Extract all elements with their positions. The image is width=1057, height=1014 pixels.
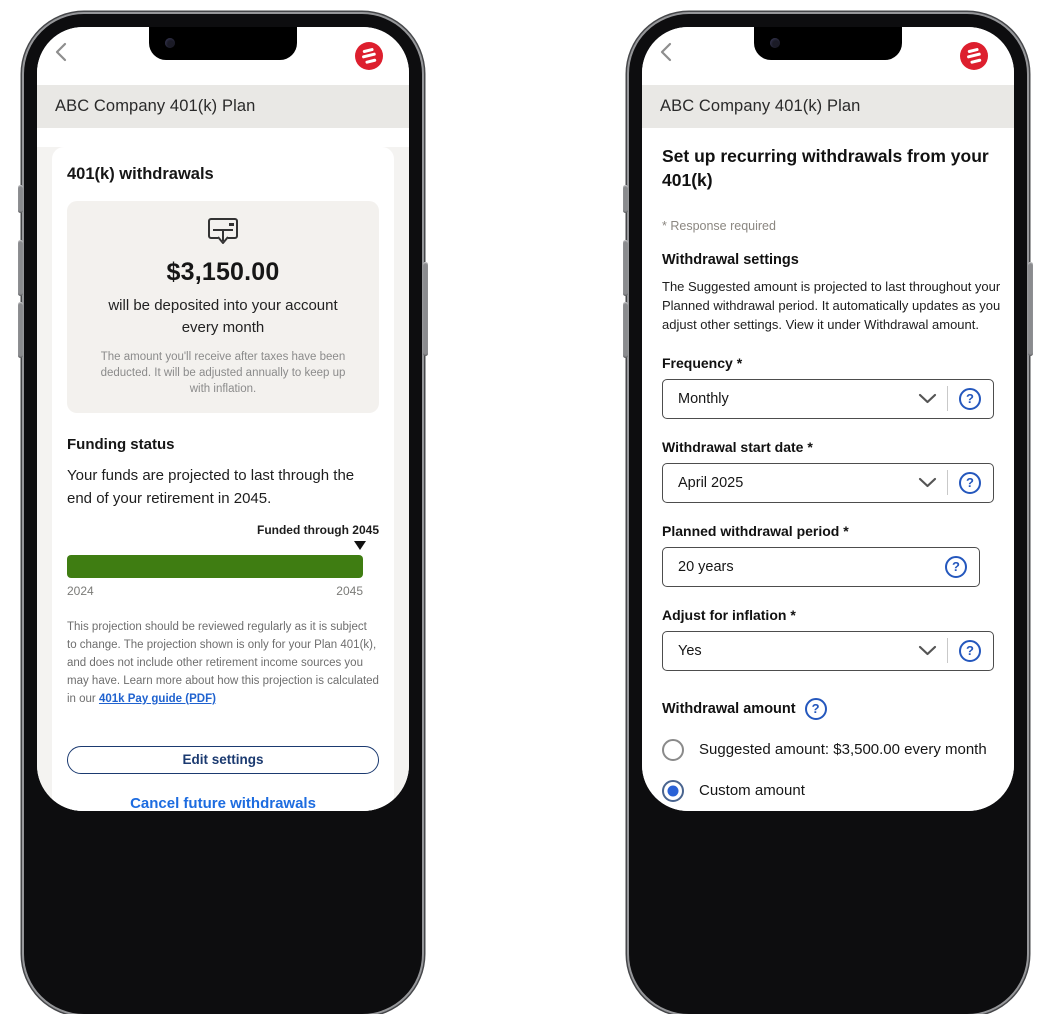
field-divider — [947, 386, 948, 412]
custom-amount-option-label: Custom amount — [699, 782, 805, 800]
back-chevron-icon[interactable] — [655, 40, 679, 64]
page-title: Set up recurring withdrawals from your 4… — [662, 146, 989, 190]
power-button — [1028, 262, 1033, 356]
chevron-down-icon — [918, 394, 937, 404]
inflation-select[interactable]: Yes — [662, 630, 994, 671]
cancel-withdrawals-link[interactable]: Cancel future withdrawals — [130, 794, 316, 811]
status-bar — [37, 27, 409, 85]
phone-left: ABC Company 401(k) Plan 401(k) withdrawa… — [18, 14, 428, 1014]
page-title: 401(k) withdrawals — [67, 165, 214, 183]
deposit-amount: $3,150.00 — [166, 258, 280, 286]
funding-progress-bar — [67, 555, 363, 579]
custom-amount-option: Custom amount — [662, 779, 994, 802]
withdrawal-settings-heading: Withdrawal settings — [662, 252, 799, 269]
edit-settings-button[interactable]: Edit settings — [67, 745, 379, 774]
funding-status-description: Your funds are projected to last through… — [67, 467, 355, 507]
volume-up-button — [18, 240, 23, 296]
marker-row — [67, 540, 379, 552]
app-header: ABC Company 401(k) Plan — [37, 85, 409, 128]
withdrawal-amount-help-icon[interactable] — [804, 697, 827, 720]
chevron-down-icon — [918, 478, 937, 488]
mute-switch — [18, 185, 23, 213]
volume-down-button — [18, 302, 23, 358]
camera-icon — [770, 38, 780, 48]
withdrawal-settings-description: The Suggested amount is projected to las… — [662, 279, 1001, 332]
app-header-title: ABC Company 401(k) Plan — [660, 97, 861, 115]
response-required-note: * Response required — [662, 219, 776, 234]
withdrawal-period-input[interactable]: 20 years — [662, 546, 980, 587]
withdrawal-period-value: 20 years — [678, 558, 734, 575]
field-divider — [947, 638, 948, 664]
brand-logo-icon[interactable] — [960, 42, 988, 70]
mute-switch — [623, 185, 628, 213]
withdrawal-period-label: Planned withdrawal period * — [662, 522, 849, 539]
suggested-amount-radio[interactable] — [662, 738, 684, 761]
suggested-amount-option: Suggested amount: $3,500.00 every month — [662, 738, 994, 761]
projection-disclaimer: This projection should be reviewed regul… — [67, 619, 379, 708]
end-year-label: 2045 — [336, 584, 363, 599]
suggested-amount-option-label: Suggested amount: $3,500.00 every month — [699, 741, 987, 759]
withdrawals-card: 401(k) withdrawals $3,150.00 will be dep… — [52, 147, 394, 811]
start-date-select[interactable]: April 2025 — [662, 462, 994, 503]
volume-up-button — [623, 240, 628, 296]
funding-status-heading: Funding status — [67, 436, 175, 454]
app-header-title: ABC Company 401(k) Plan — [55, 97, 256, 115]
frequency-select[interactable]: Monthly — [662, 378, 994, 419]
inflation-label: Adjust for inflation * — [662, 606, 796, 623]
screen: ABC Company 401(k) Plan 401(k) withdrawa… — [37, 27, 409, 811]
start-date-label: Withdrawal start date * — [662, 438, 813, 455]
start-year-label: 2024 — [67, 584, 94, 599]
back-chevron-icon[interactable] — [50, 40, 74, 64]
inflation-help-icon[interactable] — [959, 639, 981, 662]
marker-triangle-icon — [354, 541, 366, 551]
frequency-help-icon[interactable] — [959, 387, 981, 410]
start-date-value: April 2025 — [678, 474, 744, 491]
disclaimer-text: This projection should be reviewed regul… — [67, 621, 379, 705]
custom-amount-radio[interactable] — [662, 779, 684, 802]
withdrawals-page: 401(k) withdrawals $3,150.00 will be dep… — [37, 147, 409, 811]
inflation-value: Yes — [678, 642, 702, 659]
brand-logo-icon[interactable] — [355, 42, 383, 70]
phone-notch — [754, 27, 902, 60]
app-header: ABC Company 401(k) Plan — [642, 85, 1014, 128]
field-divider — [947, 470, 948, 496]
phone-right: ABC Company 401(k) Plan Set up recurring… — [623, 14, 1033, 1014]
deposit-icon — [208, 218, 238, 244]
setup-withdrawals-page: Set up recurring withdrawals from your 4… — [642, 128, 1014, 811]
funded-through-label: Funded through 2045 — [256, 523, 379, 538]
pay-guide-pdf-link[interactable]: 401k Pay guide (PDF) — [98, 692, 216, 705]
deposit-summary-box: $3,150.00 will be deposited into your ac… — [67, 201, 379, 414]
status-bar — [642, 27, 1014, 85]
withdrawal-period-help-icon[interactable] — [945, 555, 967, 578]
screen: ABC Company 401(k) Plan Set up recurring… — [642, 27, 1014, 811]
withdrawal-amount-row: Withdrawal amount — [662, 697, 994, 720]
phone-notch — [149, 27, 297, 60]
withdrawal-amount-label: Withdrawal amount — [662, 700, 796, 717]
deposit-subtitle: will be deposited into your account ever… — [108, 297, 338, 336]
chevron-down-icon — [918, 646, 937, 656]
start-date-help-icon[interactable] — [959, 471, 981, 494]
progress-year-labels: 2024 2045 — [67, 584, 363, 598]
camera-icon — [165, 38, 175, 48]
deposit-note: The amount you'll receive after taxes ha… — [100, 350, 346, 396]
frequency-label: Frequency * — [662, 354, 743, 371]
frequency-value: Monthly — [678, 390, 729, 407]
power-button — [423, 262, 428, 356]
volume-down-button — [623, 302, 628, 358]
